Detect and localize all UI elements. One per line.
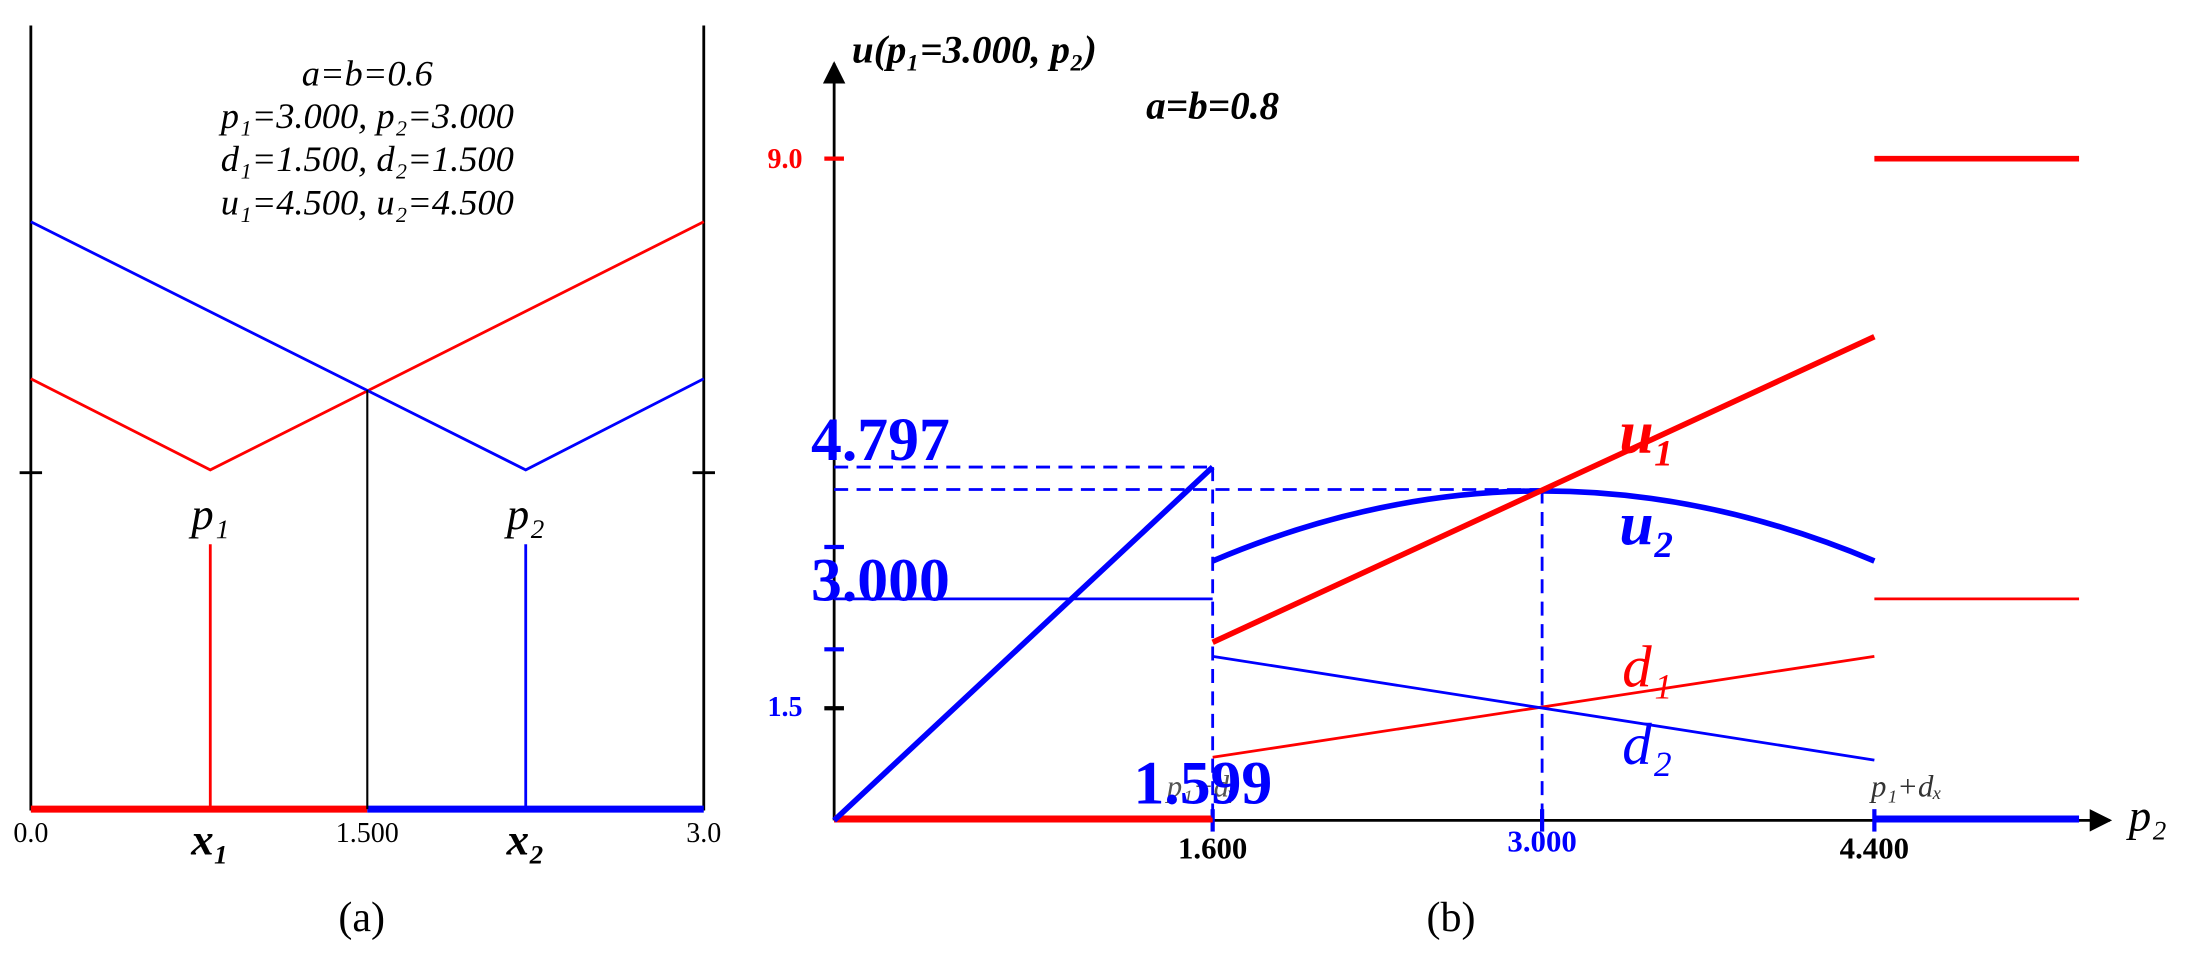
guides: [834, 465, 1544, 821]
panel-a: [19, 25, 715, 813]
blue-v: [30, 220, 705, 472]
axis-label: 3.0: [686, 818, 721, 849]
point-label: p₁: [188, 489, 229, 539]
annotation: p₁+dₓ: [1869, 770, 1942, 804]
axis-label: x₂: [506, 814, 545, 864]
y-label: 1.5: [768, 692, 803, 723]
y-label: 9.0: [768, 144, 803, 175]
red-v: [30, 220, 705, 472]
x-label: 4.400: [1840, 831, 1909, 865]
curve-label: d₂: [1622, 712, 1672, 777]
param: a=b=0.6: [302, 54, 434, 94]
y-label: 4.797: [811, 406, 950, 474]
panel-a-text: a=b=0.6 p₁=3.000, p₂=3.000 d₁=1.500, d₂=…: [13, 54, 721, 941]
curve-label: u₂: [1619, 490, 1675, 558]
subtitle: a=b=0.8: [1146, 85, 1279, 128]
param: u₁=4.500, u₂=4.500: [221, 183, 514, 223]
param: p₁=3.000, p₂=3.000: [218, 96, 514, 136]
caption: (a): [338, 895, 385, 941]
param: d₁=1.500, d₂=1.500: [221, 139, 514, 179]
x-label: 3.000: [1507, 824, 1576, 858]
axis-label: 0.0: [13, 818, 48, 849]
axis-label: 1.500: [336, 818, 399, 849]
panel-b-text: u(p₁=3.000, p₂) a=b=0.8 9.0 4.797 3.000 …: [768, 29, 2167, 941]
u1-line: [1211, 334, 1876, 645]
u2-left: [832, 465, 1215, 823]
curve-label: d₁: [1622, 635, 1672, 700]
curve-label: u₁: [1619, 399, 1675, 467]
point-label: p₂: [504, 489, 545, 539]
axis-label: x₁: [190, 814, 229, 864]
caption: (b): [1426, 895, 1475, 941]
annotation: p₁−dᵧ: [1165, 770, 1236, 804]
panel-b: [822, 61, 2113, 832]
d2-line: [1212, 654, 1875, 762]
x-axis-label: p₂: [2126, 791, 2167, 841]
x-label: 1.600: [1178, 831, 1247, 865]
annotation: 1.599: [1133, 750, 1272, 818]
y-label: 3.000: [811, 546, 950, 614]
title: u(p₁=3.000, p₂): [852, 29, 1097, 72]
